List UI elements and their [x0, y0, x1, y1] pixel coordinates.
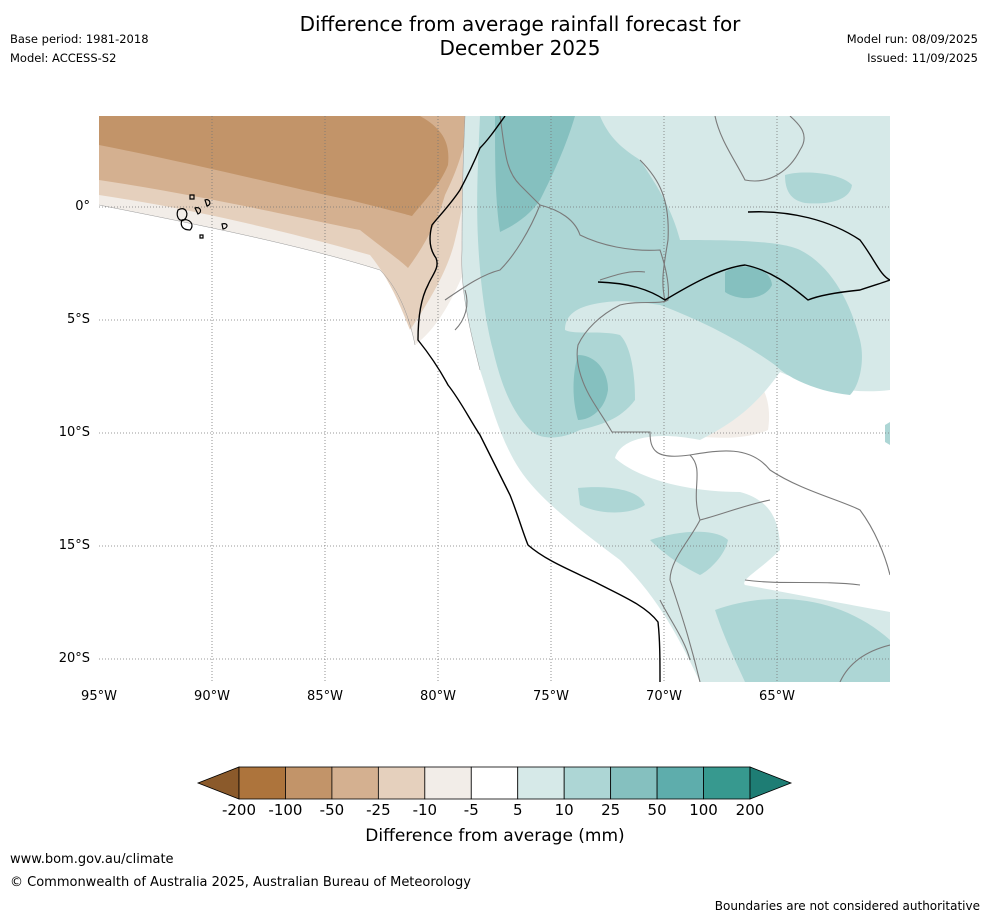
wetter-region-10-edge — [885, 422, 890, 445]
colorbar-tick-label: 100 — [689, 801, 718, 819]
colorbar-segment — [656, 766, 704, 800]
title-line-1: Difference from average rainfall forecas… — [299, 12, 741, 36]
wetter-region-10 — [477, 116, 862, 438]
colorbar-tick-label: -200 — [221, 801, 257, 819]
lat-label-15s: 15°S — [58, 538, 90, 553]
colorbar-segment — [610, 766, 658, 800]
colorbar-segment — [424, 766, 472, 800]
wetter-region-10-east — [785, 172, 852, 204]
lon-label-90w: 90°W — [194, 689, 230, 704]
colorbar-tick-label: 50 — [647, 801, 667, 819]
colorbar-segment — [377, 766, 426, 800]
page-title: Difference from average rainfall forecas… — [244, 12, 796, 60]
footer-disclaimer: Boundaries are not considered authoritat… — [714, 899, 980, 913]
title-line-2: December 2025 — [439, 36, 601, 60]
colorbar-tick-label: -25 — [366, 801, 391, 819]
lat-label-10s: 10°S — [58, 425, 90, 440]
colorbar-tick-label: -5 — [463, 801, 479, 819]
colorbar-title: Difference from average (mm) — [365, 826, 625, 846]
colorbar-tick-label: 10 — [554, 801, 574, 819]
galapagos-islands — [176, 194, 228, 239]
colorbar-segment — [563, 766, 612, 800]
colorbar-arrow-right — [749, 766, 793, 800]
colorbar-segment — [285, 766, 333, 800]
lon-label-95w: 95°W — [81, 689, 117, 704]
wetter-region-10-south — [578, 487, 645, 513]
lon-label-70w: 70°W — [646, 689, 682, 704]
colorbar-segments — [196, 766, 793, 800]
colorbar-tick-label: 200 — [735, 801, 765, 819]
lon-label-65w: 65°W — [759, 689, 795, 704]
wetter-region-10-chaco — [715, 598, 890, 682]
colorbar-tick-label: -50 — [319, 801, 345, 819]
issued-text: Issued: 11/09/2025 — [867, 51, 978, 65]
colorbar-segment — [517, 766, 565, 800]
colorbar-arrow-left — [196, 766, 240, 800]
wetter-region-25-amazon — [725, 266, 772, 299]
base-period-text: Base period: 1981-2018 — [10, 32, 149, 46]
colorbar-tick-label: 25 — [601, 801, 621, 819]
lat-label-5s: 5°S — [66, 312, 90, 327]
model-text: Model: ACCESS-S2 — [10, 51, 117, 65]
lat-label-0: 0° — [75, 199, 90, 214]
colorbar-tick-label: 5 — [512, 801, 523, 819]
lon-label-85w: 85°W — [307, 689, 343, 704]
colorbar-tick-label: -10 — [412, 801, 438, 819]
wetter-region-25-peru — [573, 355, 608, 420]
lon-label-80w: 80°W — [420, 689, 456, 704]
colorbar-segment — [703, 766, 751, 800]
colorbar-segment — [238, 766, 286, 800]
colorbar-segment — [331, 766, 379, 800]
colorbar-tick-label: -100 — [268, 801, 303, 819]
wetter-region-25-north — [495, 116, 575, 232]
lon-label-75w: 75°W — [533, 689, 569, 704]
colorbar-segment — [470, 766, 519, 800]
model-run-text: Model run: 08/09/2025 — [846, 32, 978, 46]
lat-label-20s: 20°S — [58, 651, 90, 666]
footer-url: www.bom.gov.au/climate — [10, 852, 174, 867]
footer-copyright: © Commonwealth of Australia 2025, Austra… — [10, 875, 471, 890]
drier-region-50 — [99, 116, 449, 216]
wetter-region-10-bolivia — [650, 531, 728, 575]
